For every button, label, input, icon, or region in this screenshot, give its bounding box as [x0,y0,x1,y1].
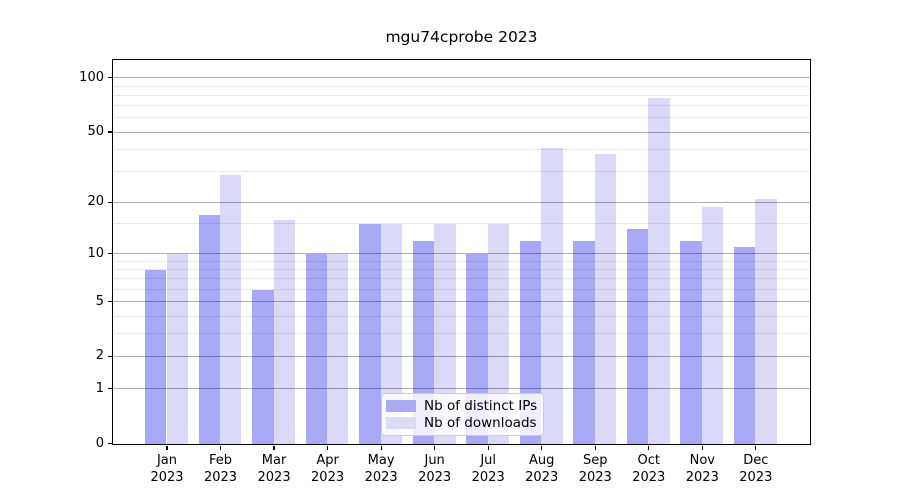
major-gridline-100 [113,77,810,79]
minor-gridline-7 [113,278,810,280]
x-tick-mark-feb [219,445,222,450]
bar-downloads-jun [434,224,456,444]
y-tick-mark-5 [108,300,112,303]
bar-downloads-may [380,224,402,444]
legend-item-distinct-ips: Nb of distinct IPs [386,398,537,415]
major-gridline-50 [113,131,810,133]
bar-downloads-oct [648,97,670,444]
bar-downloads-nov [701,206,724,444]
y-tick-label-0: 0 [95,435,104,451]
chart-title: mgu74cprobe 2023 [385,28,538,46]
plot-area [112,59,811,445]
y-tick-label-100: 100 [79,69,104,85]
bar-downloads-aug [541,147,563,444]
x-tick-label-feb: Feb 2023 [203,453,238,485]
x-tick-mark-oct [648,445,650,450]
y-tick-mark-1 [108,387,112,390]
x-tick-label-apr: Apr 2023 [311,453,345,485]
legend-item-downloads: Nb of downloads [386,415,537,432]
y-tick-mark-10 [108,252,112,255]
major-gridline-5 [113,301,810,303]
y-tick-label-2: 2 [95,348,104,364]
x-tick-label-jun: Jun 2023 [418,453,452,485]
x-tick-label-oct: Oct 2023 [632,453,666,485]
y-tick-mark-20 [108,201,112,203]
minor-gridline-90 [113,85,810,87]
bar-downloads-sep [594,153,617,444]
bar-downloads-jan [166,254,188,444]
x-tick-mark-sep [594,445,596,450]
x-tick-mark-jan [166,445,168,450]
y-tick-label-50: 50 [87,124,104,140]
minor-gridline-80 [113,94,810,96]
x-tick-mark-mar [273,445,275,450]
minor-gridline-4 [113,315,810,317]
legend-swatch-downloads [386,416,416,429]
x-tick-mark-dec [755,445,757,450]
minor-gridline-60 [113,117,810,119]
x-tick-label-mar: Mar 2023 [257,453,291,485]
minor-gridline-6 [113,288,810,290]
x-tick-label-dec: Dec 2023 [739,453,773,485]
x-tick-label-sep: Sep 2023 [578,453,612,485]
bar-ips-nov [680,240,702,444]
bar-ips-feb [198,215,221,444]
bar-ips-may [359,224,381,444]
x-tick-label-nov: Nov 2023 [685,453,719,485]
y-tick-label-10: 10 [87,245,104,261]
y-tick-label-20: 20 [87,194,104,210]
y-tick-label-5: 5 [95,293,104,309]
x-tick-label-may: May 2023 [364,453,398,485]
y-tick-mark-100 [108,77,112,79]
legend-label-distinct-ips: Nb of distinct IPs [424,398,538,415]
bar-ips-jan [145,269,167,444]
bar-downloads-jul [487,224,510,444]
minor-gridline-40 [113,148,810,150]
minor-gridline-9 [113,260,810,262]
y-tick-mark-2 [108,355,112,358]
bar-ips-dec [733,247,756,444]
legend-label-downloads: Nb of downloads [424,414,537,431]
minor-gridline-70 [113,105,810,107]
x-tick-label-jan: Jan 2023 [150,453,184,485]
minor-gridline-8 [113,268,810,270]
bar-downloads-dec [755,199,777,444]
y-tick-label-1: 1 [95,380,104,396]
x-tick-mark-aug [541,445,543,450]
bar-ips-mar [252,289,274,444]
x-tick-mark-jun [434,445,436,450]
bar-downloads-apr [327,254,349,444]
x-tick-mark-nov [701,445,703,450]
x-tick-mark-jul [487,445,489,450]
bar-ips-oct [626,229,649,444]
minor-gridline-30 [113,170,810,172]
bar-downloads-feb [220,174,242,444]
major-gridline-20 [113,201,810,203]
bar-ips-apr [305,254,328,444]
legend-swatch-distinct-ips [386,400,416,413]
major-gridline-2 [113,355,810,357]
major-gridline-1 [113,388,810,390]
major-gridline-10 [113,253,810,255]
minor-gridline-15 [113,223,810,225]
x-tick-label-jul: Jul 2023 [471,453,505,485]
minor-gridline-3 [113,333,810,335]
y-tick-mark-0 [108,442,112,445]
x-tick-label-aug: Aug 2023 [525,453,559,485]
y-tick-mark-50 [108,131,112,133]
legend: Nb of distinct IPs Nb of downloads [381,393,544,436]
bar-downloads-mar [273,219,295,444]
bar-ips-sep [573,240,595,444]
x-tick-mark-apr [326,445,329,450]
x-tick-mark-may [380,445,382,450]
